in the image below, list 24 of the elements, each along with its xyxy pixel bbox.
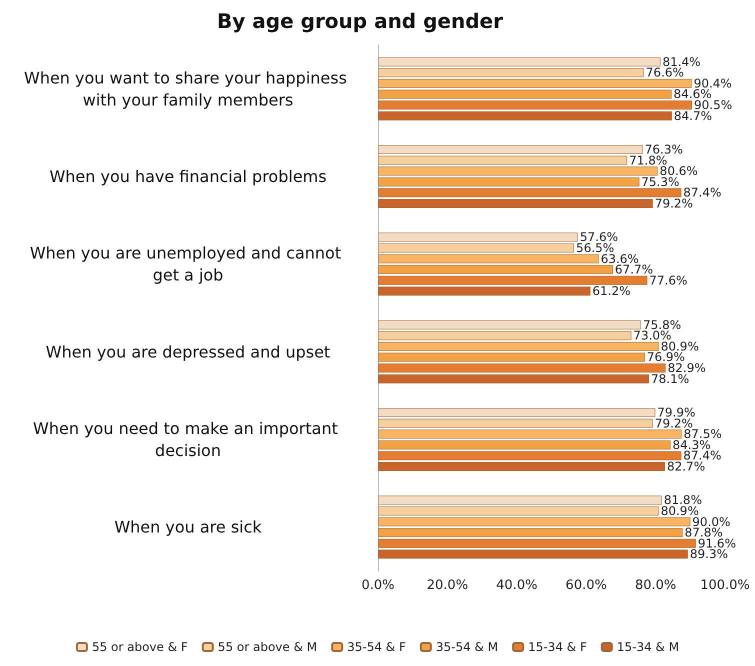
chart-title: By age group and gender	[217, 9, 504, 33]
x-tick-label: 100.0%	[700, 578, 750, 593]
x-tick-label: 80.0%	[634, 578, 676, 593]
y-tick-label: When you are sick	[114, 518, 262, 537]
bar	[378, 374, 650, 384]
y-tick-label: When you are depressed and upset	[46, 342, 330, 362]
legend-label: 35-54 & F	[347, 640, 406, 654]
x-tick-label: 60.0%	[566, 578, 607, 593]
bar	[378, 111, 672, 120]
legend-label: 15-34 & F	[528, 640, 587, 654]
y-tick-label: When you are unemployed and cannot get a job	[30, 244, 346, 285]
y-tick-label: When you want to share your happiness with your family members	[24, 68, 352, 110]
x-tick-label: 40.0%	[496, 578, 538, 593]
x-tick-label: 20.0%	[426, 578, 468, 593]
data-label: 61.2%	[592, 284, 630, 298]
legend-label: 55 or above & F	[92, 640, 188, 654]
y-tick-label: When you need to make an important decision	[33, 419, 343, 460]
legend-label: 15-34 & M	[616, 640, 680, 654]
legend-label: 35-54 & M	[436, 640, 498, 654]
legend-label: 55 or above & M	[218, 640, 318, 654]
y-tick-label: When you have financial problems	[49, 167, 327, 186]
bar	[378, 496, 662, 505]
bar	[378, 232, 578, 242]
x-tick-label: 0.0%	[361, 578, 395, 593]
